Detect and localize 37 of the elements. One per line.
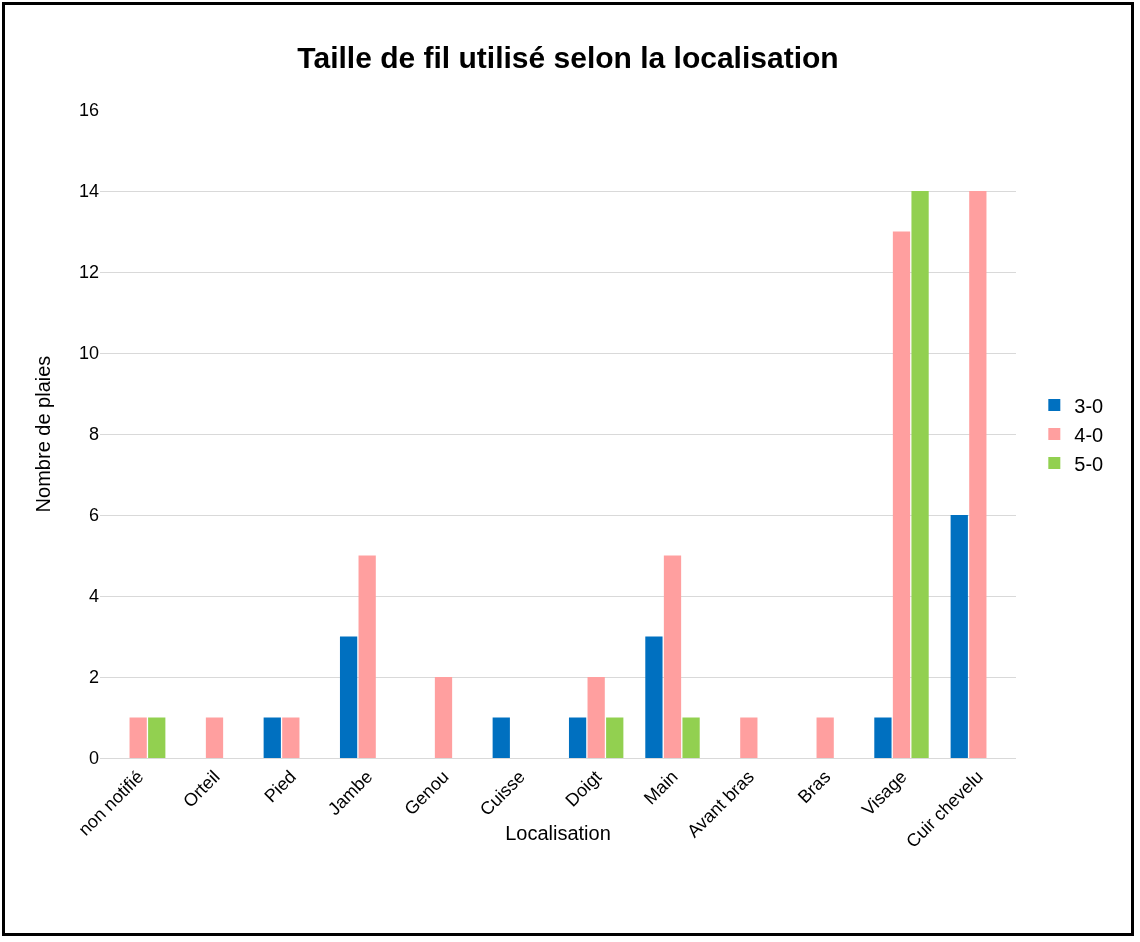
y-tick-label: 0 xyxy=(88,748,99,769)
x-axis-title: Localisation xyxy=(505,821,611,844)
bar xyxy=(263,717,281,758)
bar xyxy=(892,231,911,758)
bar xyxy=(339,636,358,758)
bar xyxy=(587,677,605,758)
bar xyxy=(358,555,376,758)
y-tick-label: 4 xyxy=(88,586,99,607)
bar xyxy=(282,717,300,758)
y-tick-label: 14 xyxy=(78,181,99,202)
bar xyxy=(568,717,587,758)
bar xyxy=(950,515,968,758)
y-tick-label: 2 xyxy=(88,667,99,688)
bar xyxy=(606,717,624,758)
bar xyxy=(874,717,892,758)
bar xyxy=(740,717,758,758)
y-axis-title: Nombre de plaies xyxy=(32,355,54,513)
bar xyxy=(148,717,166,758)
bar xyxy=(492,717,510,758)
bar xyxy=(129,717,147,758)
bar xyxy=(969,191,987,758)
legend-label: 5-0 xyxy=(1074,452,1104,475)
bar xyxy=(205,717,224,758)
bar xyxy=(911,191,929,758)
y-tick-label: 12 xyxy=(78,262,99,283)
bar xyxy=(434,677,453,758)
y-tick-label: 10 xyxy=(78,343,99,364)
bar xyxy=(645,636,663,758)
y-tick-label: 8 xyxy=(88,424,99,445)
bar xyxy=(663,555,682,758)
legend-label: 3-0 xyxy=(1074,394,1104,417)
y-tick-label: 6 xyxy=(88,505,99,526)
chart-title: Taille de fil utilisé selon la localisation xyxy=(297,40,839,74)
bar xyxy=(816,717,834,758)
bar xyxy=(682,717,700,758)
legend-label: 4-0 xyxy=(1074,423,1104,446)
y-tick-label: 16 xyxy=(78,100,99,121)
